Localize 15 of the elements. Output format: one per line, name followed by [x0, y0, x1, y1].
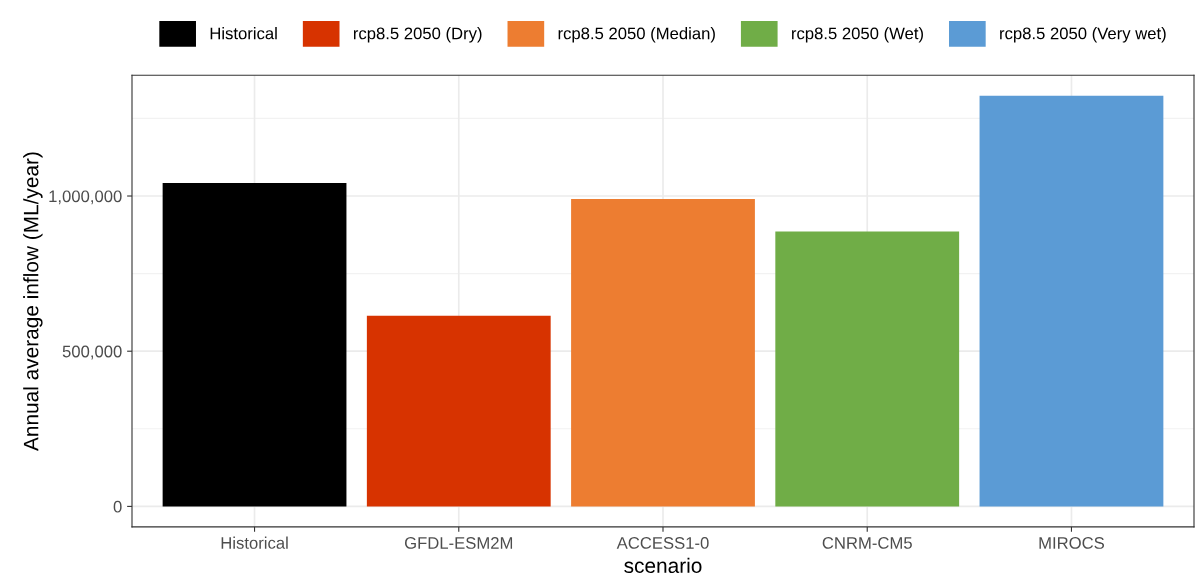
- legend-label: rcp8.5 2050 (Very wet): [1000, 27, 1166, 43]
- legend-label: rcp8.5 2050 (Median): [558, 27, 715, 43]
- x-tick-label: CNRM-CM5: [822, 537, 912, 549]
- x-tick-label: GFDL-ESM2M: [404, 537, 513, 549]
- x-tick-label: MIROCS: [1039, 537, 1105, 549]
- y-tick-label: 0: [113, 500, 122, 513]
- legend-label: rcp8.5 2050 (Wet): [792, 27, 923, 43]
- x-tick-label: ACCESS1-0: [616, 537, 709, 549]
- legend-label: rcp8.5 2050 (Dry): [353, 27, 482, 43]
- y-axis-title: Annual average inflow (ML/year): [23, 152, 43, 451]
- y-tick-label: 1,000,000: [49, 190, 122, 205]
- legend-label: Historical: [210, 27, 277, 40]
- y-tick-label: 500,000: [62, 345, 122, 360]
- x-axis-title: scenario: [624, 557, 702, 574]
- x-tick-label: Historical: [221, 536, 288, 549]
